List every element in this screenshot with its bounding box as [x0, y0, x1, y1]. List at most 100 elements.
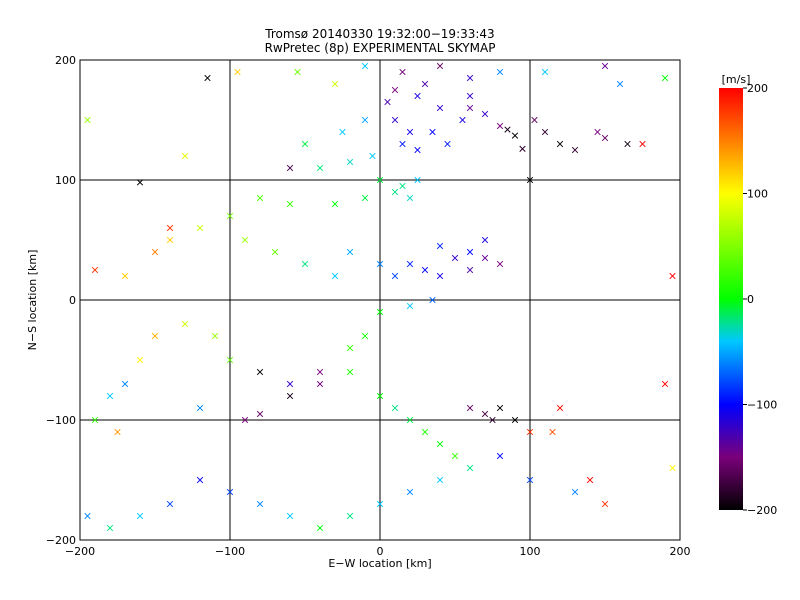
data-point-x — [661, 380, 669, 388]
data-point-x — [361, 116, 369, 124]
data-point-x — [481, 410, 489, 418]
data-point-x — [421, 266, 429, 274]
data-point-x — [571, 146, 579, 154]
data-point-x — [414, 176, 421, 184]
data-point-x — [136, 356, 144, 364]
colorbar-tick-label: 200 — [747, 82, 768, 95]
data-point-x — [226, 356, 234, 364]
data-point-x — [541, 68, 549, 76]
data-point-x — [346, 512, 354, 520]
data-point-x — [601, 62, 609, 70]
data-point-x — [594, 128, 601, 136]
x-tick-label: 200 — [670, 545, 691, 558]
data-point-x — [91, 416, 99, 424]
data-point-x — [414, 92, 421, 100]
data-point-x — [421, 428, 429, 436]
data-point-x — [421, 80, 429, 88]
data-point-x — [391, 116, 399, 124]
data-point-x — [429, 128, 436, 136]
data-point-x — [496, 68, 504, 76]
y-axis-ticks: −200 −100 0 100 200 — [46, 54, 76, 547]
data-point-x — [301, 140, 309, 148]
data-point-x — [451, 254, 459, 262]
data-point-x — [526, 176, 534, 184]
data-point-x — [346, 344, 354, 352]
data-point-x — [459, 116, 466, 124]
data-point-x — [346, 158, 354, 166]
data-point-x — [406, 302, 414, 310]
data-point-x — [331, 80, 339, 88]
y-tick-label: −200 — [46, 534, 76, 547]
data-point-x — [196, 476, 204, 484]
data-point-x — [256, 368, 264, 376]
data-point-x — [399, 68, 406, 76]
colorbar-gradient — [719, 88, 743, 510]
data-point-x — [601, 500, 609, 508]
data-point-x — [166, 500, 174, 508]
data-point-x — [346, 248, 354, 256]
data-point-x — [84, 116, 91, 124]
data-point-x — [406, 194, 414, 202]
data-point-x — [399, 140, 406, 148]
data-point-x — [91, 266, 99, 274]
data-point-x — [384, 98, 391, 106]
data-point-x — [286, 512, 294, 520]
data-point-x — [241, 416, 249, 424]
data-point-x — [256, 194, 264, 202]
y-tick-label: 200 — [55, 54, 76, 67]
data-point-x — [136, 512, 144, 520]
data-point-x — [526, 476, 534, 484]
data-point-x — [331, 272, 339, 280]
data-point-x — [466, 464, 474, 472]
data-point-x — [436, 62, 444, 70]
data-point-x — [601, 134, 609, 142]
data-point-x — [361, 194, 369, 202]
data-point-x — [286, 380, 294, 388]
data-point-x — [406, 488, 414, 496]
data-point-x — [586, 476, 594, 484]
data-point-x — [391, 188, 399, 196]
data-point-x — [481, 254, 489, 262]
data-point-x — [661, 74, 669, 82]
data-point-x — [84, 512, 91, 520]
data-point-x — [571, 488, 579, 496]
data-point-x — [466, 248, 474, 256]
data-point-x — [556, 404, 564, 412]
data-point-x — [339, 128, 346, 136]
colorbar: [m/s] 200 100 0 −100 −200 — [719, 73, 777, 517]
data-point-x — [466, 266, 474, 274]
data-point-x — [541, 128, 549, 136]
data-point-x — [361, 62, 369, 70]
data-point-x — [196, 404, 204, 412]
data-point-x — [196, 224, 204, 232]
data-point-x — [346, 368, 354, 376]
data-point-x — [106, 524, 114, 532]
data-point-x — [496, 122, 504, 130]
data-point-x — [114, 428, 121, 436]
data-point-x — [166, 224, 174, 232]
data-point-x — [616, 80, 624, 88]
data-point-x — [316, 368, 324, 376]
data-point-x — [436, 242, 444, 250]
data-point-x — [436, 272, 444, 280]
data-point-x — [639, 140, 646, 148]
data-point-x — [211, 332, 219, 340]
data-point-x — [436, 440, 444, 448]
data-point-x — [286, 392, 294, 400]
data-point-x — [316, 380, 324, 388]
x-tick-label: −200 — [65, 545, 95, 558]
y-tick-label: 100 — [55, 174, 76, 187]
x-axis-ticks: −200 −100 0 100 200 — [65, 545, 691, 558]
data-point-x — [406, 416, 414, 424]
data-point-x — [376, 260, 384, 268]
data-point-x — [466, 104, 474, 112]
data-point-x — [466, 92, 474, 100]
data-point-x — [429, 296, 436, 304]
data-point-x — [496, 452, 504, 460]
x-tick-label: 0 — [377, 545, 384, 558]
data-point-x — [136, 179, 144, 186]
data-point-x — [121, 380, 129, 388]
data-point-x — [526, 428, 534, 436]
x-tick-label: −100 — [215, 545, 245, 558]
